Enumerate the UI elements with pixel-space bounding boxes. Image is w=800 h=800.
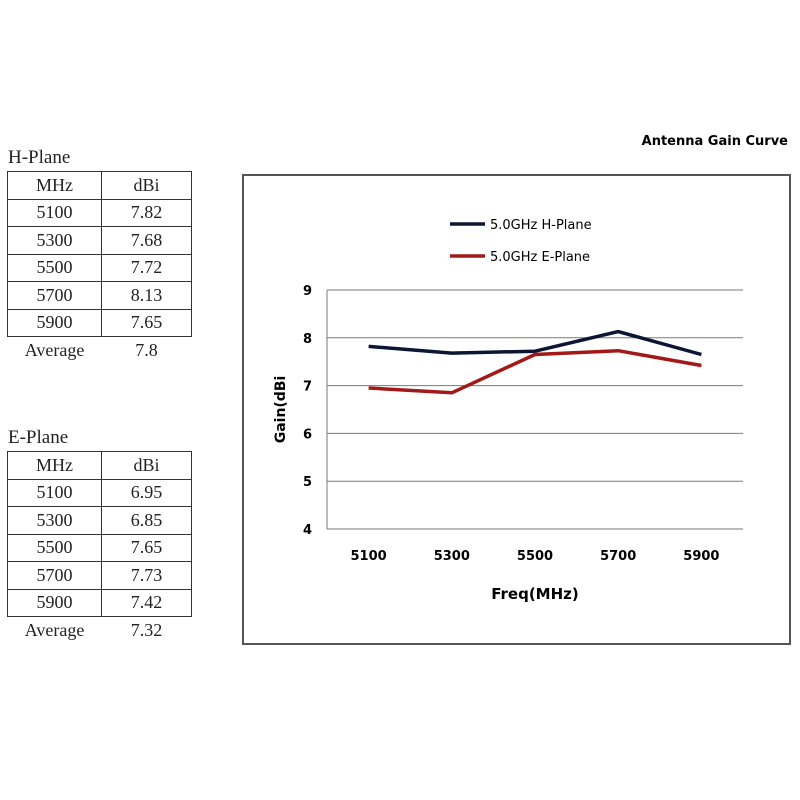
gain-cell: 7.65	[101, 308, 192, 337]
y-axis-title: Gain(dBi	[273, 376, 289, 444]
average-label: Average	[24, 619, 85, 640]
freq-cell: 5500	[7, 253, 102, 282]
freq-cell: 5300	[7, 506, 102, 535]
average-label: Average	[24, 339, 85, 360]
column-header-dbi: dBi	[101, 171, 192, 200]
y-tick-label: 5	[303, 475, 312, 490]
average-row: Average 7.32	[8, 617, 192, 644]
freq-cell: 5700	[7, 561, 102, 590]
average-value: 7.8	[135, 339, 158, 360]
gain-cell: 8.13	[101, 281, 192, 310]
table-row: 5900 7.42	[7, 588, 192, 617]
freq-cell: 5700	[7, 281, 102, 310]
table-row: 5900 7.65	[7, 308, 192, 337]
table-header-row: MHz dBi	[7, 171, 192, 200]
freq-cell: 5300	[7, 226, 102, 255]
x-tick-label: 5700	[600, 549, 636, 564]
y-tick-label: 8	[303, 332, 312, 347]
x-tick-label: 5300	[434, 549, 470, 564]
e-plane-table: MHz dBi 5100 6.95 5300 6.85 5500 7.65 57…	[7, 451, 192, 644]
x-tick-label: 5500	[517, 549, 553, 564]
freq-cell: 5500	[7, 533, 102, 562]
gain-cell: 7.42	[101, 588, 192, 617]
table-row: 5300 6.85	[7, 506, 192, 535]
series-line	[368, 329, 702, 357]
gain-cell: 7.72	[101, 253, 192, 282]
y-tick-label: 9	[303, 284, 312, 299]
freq-cell: 5100	[7, 478, 102, 507]
column-header-dbi: dBi	[101, 451, 192, 480]
series-line	[368, 348, 702, 395]
table-row: 5500 7.65	[7, 533, 192, 562]
average-value: 7.32	[130, 619, 163, 640]
table-row: 5100 6.95	[7, 478, 192, 507]
gain-line-chart: 4 5 6 7 8 9 5100 5300 5500 5700 5900 Freq(MHz) Gain(…	[273, 218, 743, 603]
column-header-mhz: MHz	[7, 171, 102, 200]
chart-title: Antenna Gain Curve	[641, 134, 788, 149]
x-tick-label: 5900	[683, 549, 719, 564]
y-tick-label: 7	[303, 380, 312, 395]
table-header-row: MHz dBi	[7, 451, 192, 480]
chart-frame	[242, 174, 791, 645]
h-plane-caption: H-Plane	[8, 147, 71, 168]
gain-cell: 6.95	[101, 478, 192, 507]
e-plane-caption: E-Plane	[8, 427, 69, 448]
legend-label: 5.0GHz H-Plane	[490, 218, 592, 233]
freq-cell: 5100	[7, 198, 102, 227]
freq-cell: 5900	[7, 588, 102, 617]
gain-cell: 7.82	[101, 198, 192, 227]
gain-cell: 6.85	[101, 506, 192, 535]
y-tick-label: 4	[303, 523, 312, 538]
x-tick-label: 5100	[351, 549, 387, 564]
gain-cell: 7.65	[101, 533, 192, 562]
h-plane-table: MHz dBi 5100 7.82 5300 7.68 5500 7.72 57…	[7, 171, 192, 364]
average-row: Average 7.8	[8, 337, 192, 364]
freq-cell: 5900	[7, 308, 102, 337]
x-axis-title: Freq(MHz)	[491, 585, 579, 603]
gain-cell: 7.73	[101, 561, 192, 590]
table-row: 5500 7.72	[7, 253, 192, 282]
table-row: 5300 7.68	[7, 226, 192, 255]
gain-cell: 7.68	[101, 226, 192, 255]
table-row: 5700 7.73	[7, 561, 192, 590]
table-row: 5700 8.13	[7, 281, 192, 310]
table-row: 5100 7.82	[7, 198, 192, 227]
y-tick-label: 6	[303, 427, 312, 442]
legend-label: 5.0GHz E-Plane	[490, 250, 590, 265]
column-header-mhz: MHz	[7, 451, 102, 480]
